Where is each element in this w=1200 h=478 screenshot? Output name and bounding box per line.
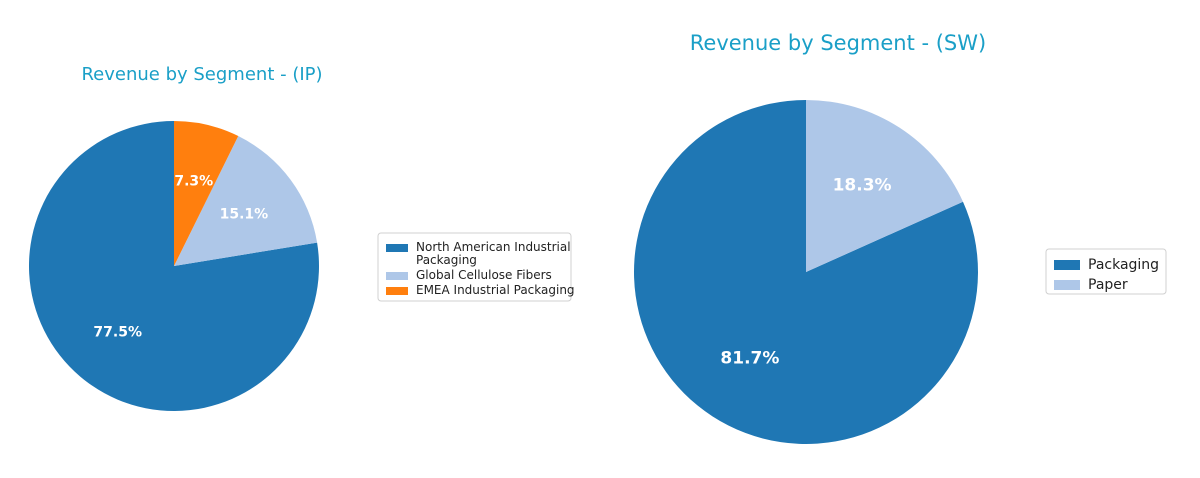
legend-entry-1: Packaging bbox=[1088, 257, 1159, 273]
legend-swatch-2 bbox=[1054, 280, 1080, 290]
legend-entry-1: North American Industrial Packaging bbox=[416, 240, 571, 267]
slice-pct-label-2: 18.3% bbox=[833, 175, 892, 195]
legend-entry-2: Global Cellulose Fibers bbox=[416, 268, 552, 282]
pie-slice-1 bbox=[633, 100, 978, 445]
slice-pct-label-1: 77.5% bbox=[93, 324, 142, 340]
slice-pct-label-2: 15.1% bbox=[220, 206, 269, 222]
legend-swatch-3 bbox=[386, 287, 408, 295]
legend-entry-3: EMEA Industrial Packaging bbox=[416, 283, 575, 297]
legend-ip: North American Industrial PackagingGlobal… bbox=[377, 232, 575, 302]
legend-swatch-2 bbox=[386, 272, 408, 280]
chart-title-sw: Revenue by Segment - (SW) bbox=[690, 31, 986, 55]
pie-slice-3 bbox=[174, 121, 239, 266]
slice-pct-label-1: 81.7% bbox=[720, 349, 779, 369]
pie-chart-sw: Revenue by Segment - (SW) 81.7% 18.3% Pac… bbox=[633, 31, 1167, 445]
legend-swatch-1 bbox=[1054, 260, 1080, 270]
slice-pct-label-3: 7.3% bbox=[174, 173, 213, 189]
legend-swatch-1 bbox=[386, 244, 408, 252]
legend-entry-2: Paper bbox=[1088, 277, 1128, 293]
pie-slice-2 bbox=[806, 100, 963, 272]
pie-slice-2 bbox=[174, 136, 318, 266]
legend-box bbox=[377, 232, 572, 302]
pie-chart-ip: Revenue by Segment - (IP) 77.5% 15.1% 7.3%… bbox=[28, 64, 575, 411]
legend-sw: Packaging Paper bbox=[1045, 248, 1167, 295]
chart-title-ip: Revenue by Segment - (IP) bbox=[81, 64, 322, 85]
pie-slice-1 bbox=[28, 121, 319, 411]
